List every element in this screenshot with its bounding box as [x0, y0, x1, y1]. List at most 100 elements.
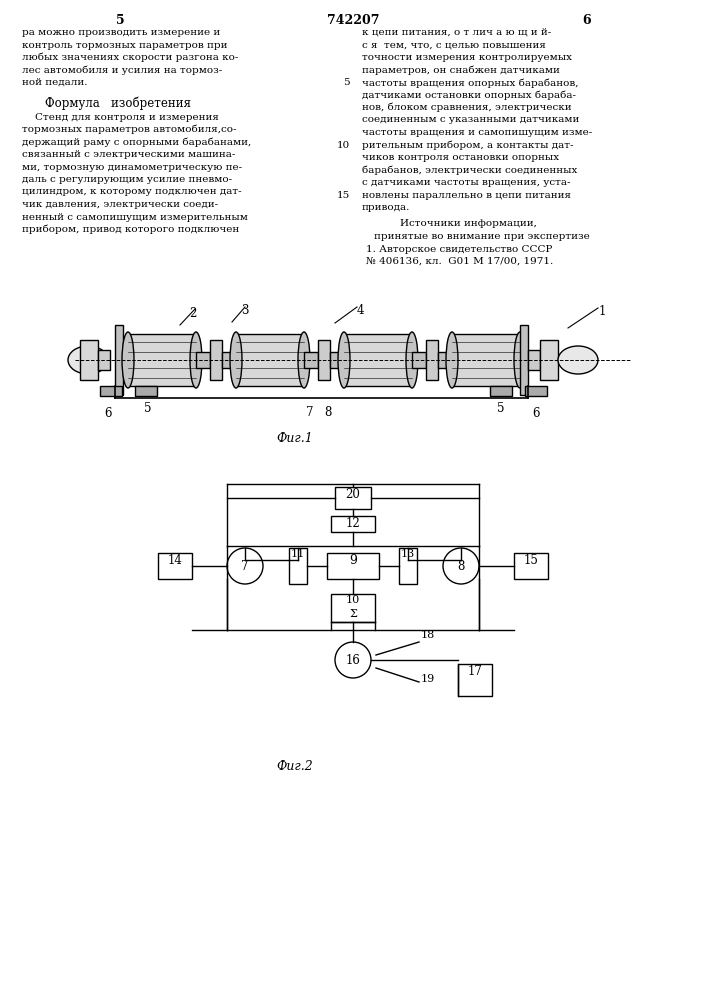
Bar	[98, 350, 110, 370]
Text: 7: 7	[241, 560, 249, 572]
Bar	[438, 352, 452, 368]
Text: Фиг.1: Фиг.1	[276, 432, 313, 445]
Text: любых значениях скорости разгона ко-: любых значениях скорости разгона ко-	[22, 53, 238, 62]
Text: 5: 5	[144, 402, 152, 415]
Text: 18: 18	[421, 630, 436, 640]
Text: 8: 8	[325, 406, 332, 419]
Text: 12: 12	[346, 517, 361, 530]
Text: Фиг.2: Фиг.2	[276, 760, 313, 773]
Ellipse shape	[190, 332, 202, 388]
Bar	[100, 386, 122, 396]
Text: с датчиками частоты вращения, уста-: с датчиками частоты вращения, уста-	[362, 178, 571, 187]
Bar	[304, 352, 318, 368]
Bar	[327, 553, 379, 579]
Text: № 406136, кл.  G01 M 17/00, 1971.: № 406136, кл. G01 M 17/00, 1971.	[366, 257, 554, 266]
Bar	[528, 350, 540, 370]
Ellipse shape	[335, 642, 371, 678]
Text: ра можно производить измерение и: ра можно производить измерение и	[22, 28, 221, 37]
Text: 14: 14	[168, 554, 182, 567]
Text: 10: 10	[337, 140, 350, 149]
Bar	[236, 334, 304, 386]
Text: 19: 19	[421, 674, 436, 684]
Bar	[115, 325, 123, 395]
Text: 4: 4	[356, 304, 363, 317]
Ellipse shape	[230, 332, 242, 388]
Bar	[344, 334, 412, 386]
Text: 10: 10	[346, 595, 360, 605]
Bar	[289, 548, 307, 584]
Text: даль с регулирующим усилие пневмо-: даль с регулирующим усилие пневмо-	[22, 175, 232, 184]
Text: Формула   изобретения: Формула изобретения	[45, 97, 191, 110]
Text: 9: 9	[349, 554, 357, 567]
Bar	[514, 553, 548, 579]
Text: 5: 5	[116, 14, 124, 27]
Bar	[330, 352, 344, 368]
Text: точности измерения контролируемых: точности измерения контролируемых	[362, 53, 572, 62]
Text: тормозных параметров автомобиля,со-: тормозных параметров автомобиля,со-	[22, 125, 237, 134]
Text: частоты вращения опорных барабанов,: частоты вращения опорных барабанов,	[362, 78, 578, 88]
Text: 13: 13	[401, 549, 415, 559]
Text: Стенд для контроля и измерения: Стенд для контроля и измерения	[22, 112, 219, 121]
Text: ми, тормозную динамометрическую пе-: ми, тормозную динамометрическую пе-	[22, 162, 242, 172]
Bar	[222, 352, 236, 368]
Bar	[412, 352, 426, 368]
Text: 16: 16	[346, 654, 361, 666]
Text: Источники информации,: Источники информации,	[400, 220, 537, 229]
Bar	[331, 516, 375, 532]
Bar	[458, 664, 492, 696]
Text: 742207: 742207	[327, 14, 379, 27]
Bar	[490, 386, 512, 396]
Text: 6: 6	[104, 407, 112, 420]
Text: 15: 15	[337, 190, 350, 200]
Ellipse shape	[298, 332, 310, 388]
Text: к цепи питания, о т лич а ю щ и й-: к цепи питания, о т лич а ю щ и й-	[362, 28, 551, 37]
Text: 6: 6	[583, 14, 591, 27]
Bar	[135, 386, 157, 396]
Ellipse shape	[338, 332, 350, 388]
Bar	[540, 340, 558, 380]
Text: соединенным с указанными датчиками: соединенным с указанными датчиками	[362, 115, 579, 124]
Ellipse shape	[406, 332, 418, 388]
Text: 3: 3	[241, 304, 249, 317]
Text: новлены параллельно в цепи питания: новлены параллельно в цепи питания	[362, 190, 571, 200]
Text: связанный с электрическими машина-: связанный с электрическими машина-	[22, 150, 235, 159]
Text: контроль тормозных параметров при: контроль тормозных параметров при	[22, 40, 228, 49]
Text: прибором, привод которого подключен: прибором, привод которого подключен	[22, 225, 239, 234]
Text: 7: 7	[306, 406, 314, 419]
Bar	[452, 334, 520, 386]
Bar	[399, 548, 417, 584]
Text: 5: 5	[344, 78, 350, 87]
Ellipse shape	[514, 332, 526, 388]
Text: Σ: Σ	[349, 609, 357, 619]
Text: 1. Авторское свидетельство СССР: 1. Авторское свидетельство СССР	[366, 244, 552, 253]
Ellipse shape	[443, 548, 479, 584]
Ellipse shape	[446, 332, 458, 388]
Text: нов, блоком сравнения, электрически: нов, блоком сравнения, электрически	[362, 103, 572, 112]
Bar	[210, 340, 222, 380]
Text: 15: 15	[524, 554, 539, 567]
Text: ной педали.: ной педали.	[22, 78, 88, 87]
Text: 6: 6	[532, 407, 539, 420]
Text: 17: 17	[467, 665, 482, 678]
Text: привода.: привода.	[362, 203, 410, 212]
Bar	[196, 352, 210, 368]
Ellipse shape	[227, 548, 263, 584]
Bar	[318, 340, 330, 380]
Text: с я  тем, что, с целью повышения: с я тем, что, с целью повышения	[362, 40, 546, 49]
Bar	[158, 553, 192, 579]
Text: лес автомобиля и усилия на тормоз-: лес автомобиля и усилия на тормоз-	[22, 66, 222, 75]
Text: цилиндром, к которому подключен дат-: цилиндром, к которому подключен дат-	[22, 188, 242, 196]
Text: 1: 1	[598, 305, 606, 318]
Bar	[520, 325, 528, 395]
Ellipse shape	[68, 346, 108, 374]
Text: чиков контроля остановки опорных: чиков контроля остановки опорных	[362, 153, 559, 162]
Bar	[128, 334, 196, 386]
Text: барабанов, электрически соединенных: барабанов, электрически соединенных	[362, 165, 578, 175]
Bar	[80, 340, 98, 380]
Ellipse shape	[122, 332, 134, 388]
Text: рительным прибором, а контакты дат-: рительным прибором, а контакты дат-	[362, 140, 573, 150]
Text: частоты вращения и самопишущим изме-: частоты вращения и самопишущим изме-	[362, 128, 592, 137]
Ellipse shape	[558, 346, 598, 374]
Text: ненный с самопишущим измерительным: ненный с самопишущим измерительным	[22, 213, 248, 222]
Text: 5: 5	[497, 402, 505, 415]
